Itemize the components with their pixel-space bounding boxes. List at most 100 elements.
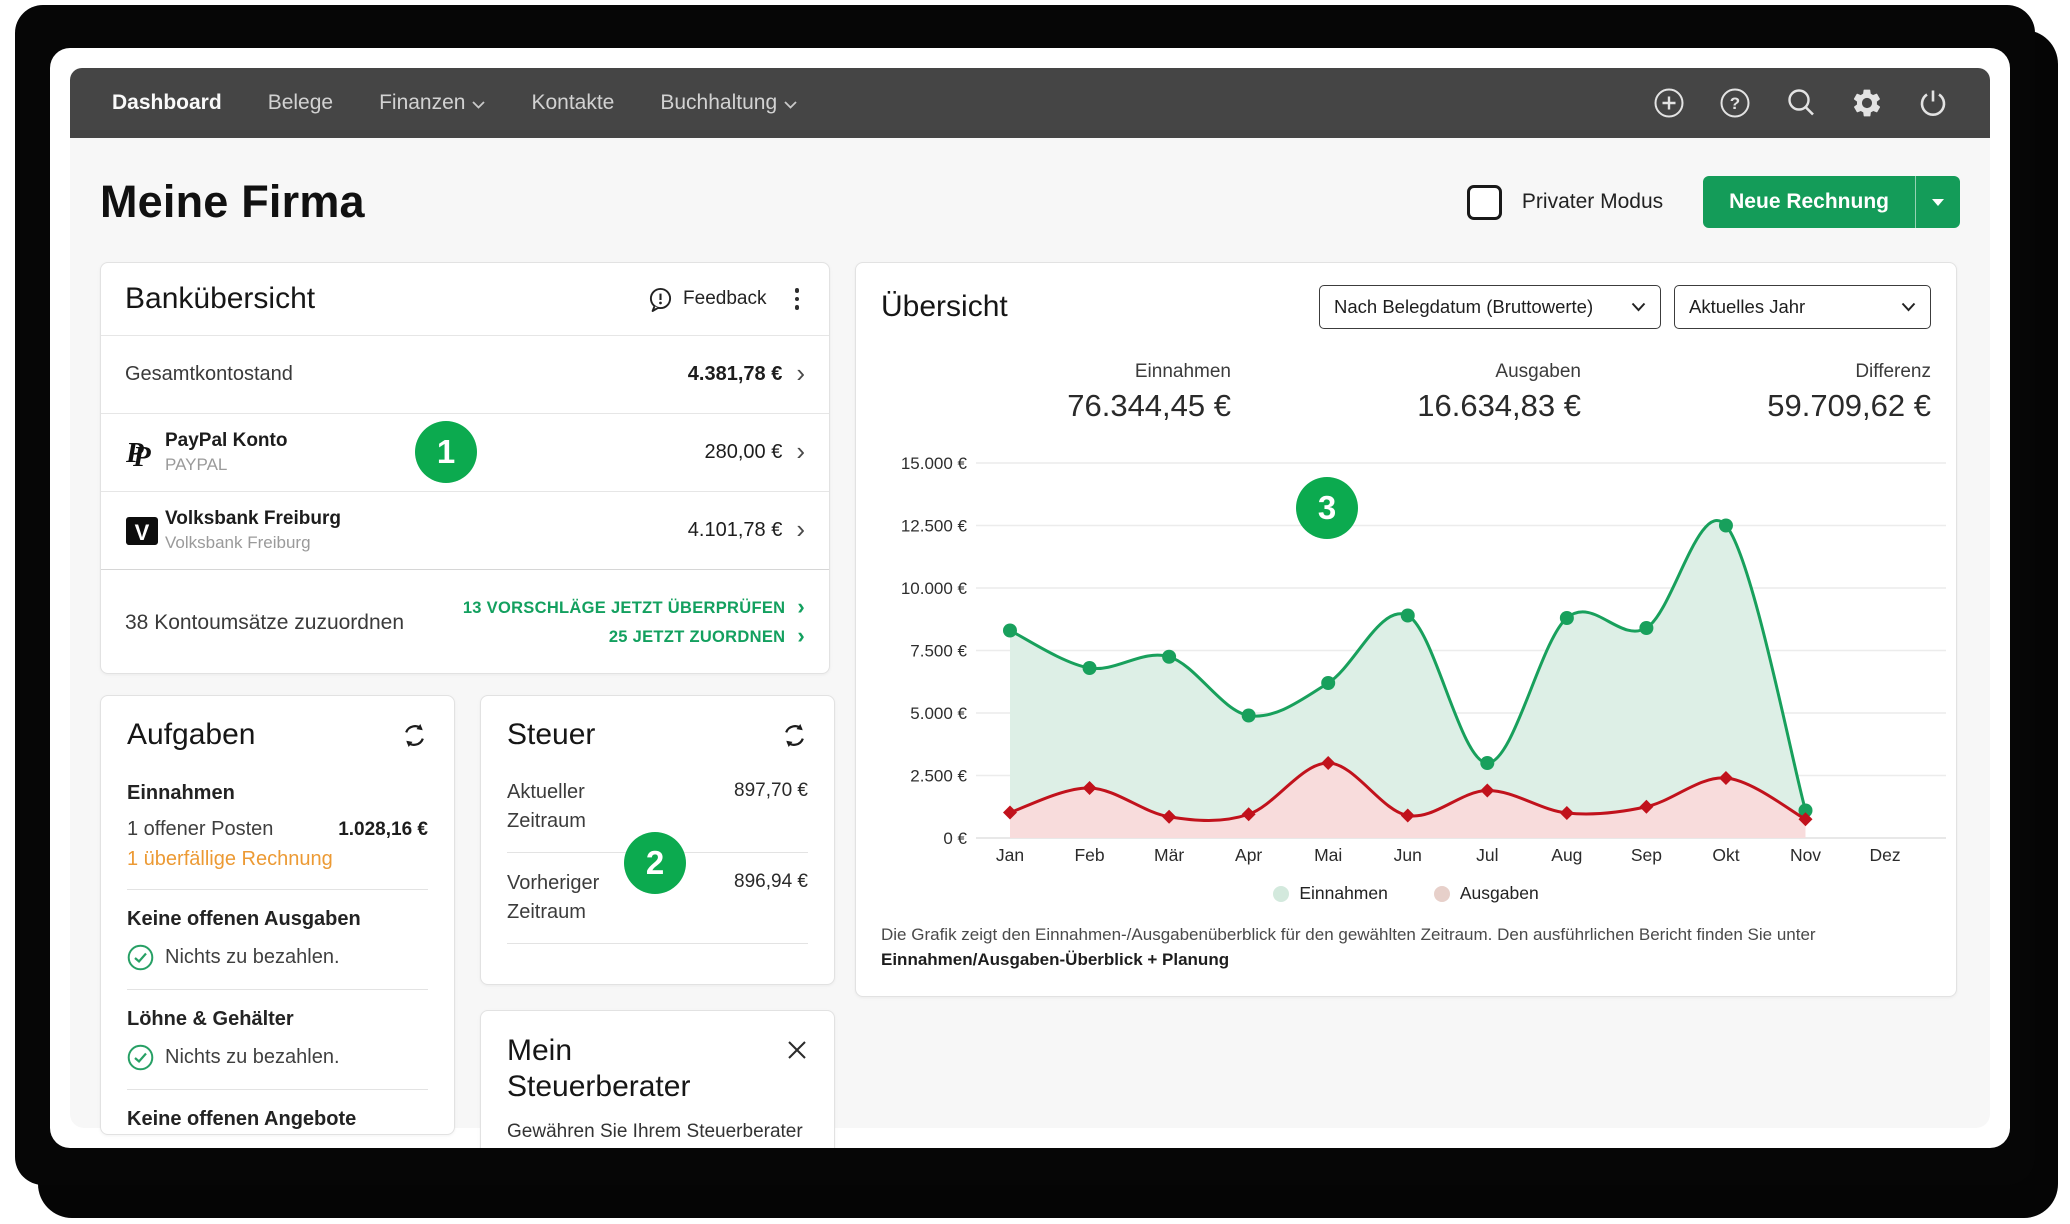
open-item-row[interactable]: 1 offener Posten 1.028,16 € (127, 818, 428, 841)
advisor-card-title: Mein Steuerberater (507, 1034, 691, 1103)
feedback-bubble-icon (649, 287, 672, 312)
advisor-teaser-text: Gewähren Sie Ihrem Steuerberater (507, 1121, 803, 1142)
divider (127, 1089, 428, 1090)
unassigned-transactions-label: 38 Kontoumsätze zuzuordnen (125, 611, 405, 634)
expenses-ok-row: Nichts zu bezahlen. (127, 944, 428, 971)
account-subtitle: PAYPAL (165, 455, 228, 474)
account-name: PayPal Konto (165, 430, 288, 451)
svg-text:V: V (135, 520, 150, 545)
account-row-volksbank[interactable]: V Volksbank Freiburg Volksbank Freiburg … (101, 492, 829, 570)
svg-text:?: ? (1730, 94, 1740, 113)
kebab-menu-icon[interactable] (789, 284, 806, 314)
legend-item-einnahmen[interactable]: Einnahmen (1273, 883, 1388, 904)
bank-header-actions: Feedback (647, 284, 805, 314)
tasks-income-heading: Einnahmen (127, 782, 235, 804)
settings-gear-icon[interactable] (1850, 86, 1884, 120)
divider (507, 943, 808, 944)
svg-text:Sep: Sep (1631, 845, 1662, 865)
stat-expenses-label: Ausgaben (1495, 361, 1581, 382)
expenses-ok-label: Nichts zu bezahlen. (165, 946, 340, 968)
header-controls: Privater Modus Neue Rechnung (1466, 176, 1960, 228)
tasks-card-title: Aufgaben (127, 718, 256, 751)
annotation-marker-1: 1 (415, 421, 477, 483)
total-balance-label: Gesamtkontostand (125, 363, 293, 385)
nav-item-buchhaltung[interactable]: Buchhaltung (660, 91, 797, 115)
nav-item-belege[interactable]: Belege (268, 91, 333, 115)
link-label: 25 JETZT ZUORDNEN (608, 628, 786, 646)
assign-now-link[interactable]: 25 JETZT ZUORDNEN › (608, 623, 805, 648)
stat-difference-value: 59.709,62 € (1767, 388, 1931, 423)
nav-items: Dashboard Belege Finanzen Kontakte Buchh… (70, 91, 797, 115)
add-icon[interactable] (1652, 86, 1686, 120)
nav-label: Buchhaltung (660, 91, 778, 114)
stat-income-label: Einnahmen (1134, 361, 1231, 382)
annotation-marker-2: 2 (624, 832, 686, 894)
svg-text:7.500 €: 7.500 € (910, 642, 967, 661)
divider (127, 889, 428, 890)
overview-card: Übersicht Nach Belegdatum (Bruttowerte) … (855, 262, 1957, 997)
refresh-icon[interactable] (401, 722, 428, 754)
bank-card-title: Bankübersicht (125, 282, 316, 315)
volksbank-icon: V (125, 514, 165, 548)
legend-item-ausgaben[interactable]: Ausgaben (1433, 883, 1539, 904)
new-invoice-button[interactable]: Neue Rechnung (1703, 176, 1960, 228)
account-balance: 280,00 € (704, 441, 783, 463)
period-select[interactable]: Aktuelles Jahr (1674, 285, 1931, 329)
feedback-label: Feedback (683, 288, 767, 309)
nav-item-finanzen[interactable]: Finanzen (379, 91, 486, 115)
overview-card-title: Übersicht (881, 290, 1008, 323)
wages-ok-row: Nichts zu bezahlen. (127, 1044, 428, 1071)
svg-text:Dez: Dez (1869, 845, 1900, 865)
account-subtitle: Volksbank Freiburg (165, 533, 311, 552)
chevron-right-icon: › (797, 623, 805, 648)
chart-footnote: Die Grafik zeigt den Einnahmen-/Ausgaben… (881, 925, 1931, 970)
nav-label: Dashboard (112, 91, 222, 114)
total-balance-value: 4.381,78 € (687, 363, 783, 385)
svg-text:Jun: Jun (1394, 845, 1422, 865)
help-icon[interactable]: ? (1718, 86, 1752, 120)
chevron-down-icon (472, 100, 486, 109)
review-suggestions-link[interactable]: 13 VORSCHLÄGE JETZT ÜBERPRÜFEN › (462, 596, 805, 618)
feedback-button[interactable]: Feedback (647, 286, 767, 313)
power-icon[interactable] (1916, 86, 1950, 120)
date-basis-select[interactable]: Nach Belegdatum (Bruttowerte) (1319, 285, 1661, 329)
wages-ok-label: Nichts zu bezahlen. (165, 1046, 340, 1068)
refresh-icon[interactable] (781, 722, 808, 754)
svg-text:Nov: Nov (1790, 845, 1821, 865)
svg-text:0 €: 0 € (943, 829, 967, 848)
close-icon[interactable] (786, 1039, 808, 1066)
svg-text:Mär: Mär (1154, 845, 1184, 865)
account-name: Volksbank Freiburg (165, 508, 341, 529)
private-mode-label: Privater Modus (1521, 190, 1664, 213)
total-balance-row[interactable]: Gesamtkontostand 4.381,78 € › (101, 336, 829, 414)
new-invoice-dropdown-button[interactable] (1915, 176, 1960, 228)
tax-previous-row: Vorheriger Zeitraum 896,94 € (507, 869, 808, 927)
svg-text:Jan: Jan (996, 845, 1024, 865)
footnote-report-link[interactable]: Einnahmen/Ausgaben-Überblick + Planung (881, 950, 1230, 969)
bank-card-header: Bankübersicht Feedback (101, 263, 829, 336)
tax-current-label: Aktueller Zeitraum (507, 781, 586, 832)
date-basis-value: Nach Belegdatum (Bruttowerte) (1334, 296, 1594, 317)
link-label: 13 VORSCHLÄGE JETZT ÜBERPRÜFEN (462, 599, 786, 617)
nav-item-kontakte[interactable]: Kontakte (531, 91, 614, 115)
private-mode-checkbox[interactable] (1466, 184, 1502, 220)
page-title: Meine Firma (100, 176, 365, 227)
nav-item-dashboard[interactable]: Dashboard (112, 91, 222, 115)
check-circle-icon (127, 944, 154, 971)
new-invoice-label[interactable]: Neue Rechnung (1729, 190, 1889, 213)
tax-previous-label: Vorheriger Zeitraum (507, 872, 600, 923)
chevron-down-icon (1631, 302, 1646, 312)
nav-label: Belege (267, 91, 334, 114)
svg-text:Feb: Feb (1074, 845, 1104, 865)
chevron-right-icon: › (796, 358, 805, 388)
tax-advisor-card: Mein Steuerberater Gewähren Sie Ihrem St… (480, 1010, 835, 1148)
legend-swatch (1433, 885, 1450, 902)
search-icon[interactable] (1784, 86, 1818, 120)
overdue-invoice-link[interactable]: 1 überfällige Rechnung (127, 848, 333, 870)
svg-text:2.500 €: 2.500 € (910, 767, 967, 786)
svg-text:Apr: Apr (1235, 845, 1262, 865)
svg-text:P: P (132, 441, 151, 471)
